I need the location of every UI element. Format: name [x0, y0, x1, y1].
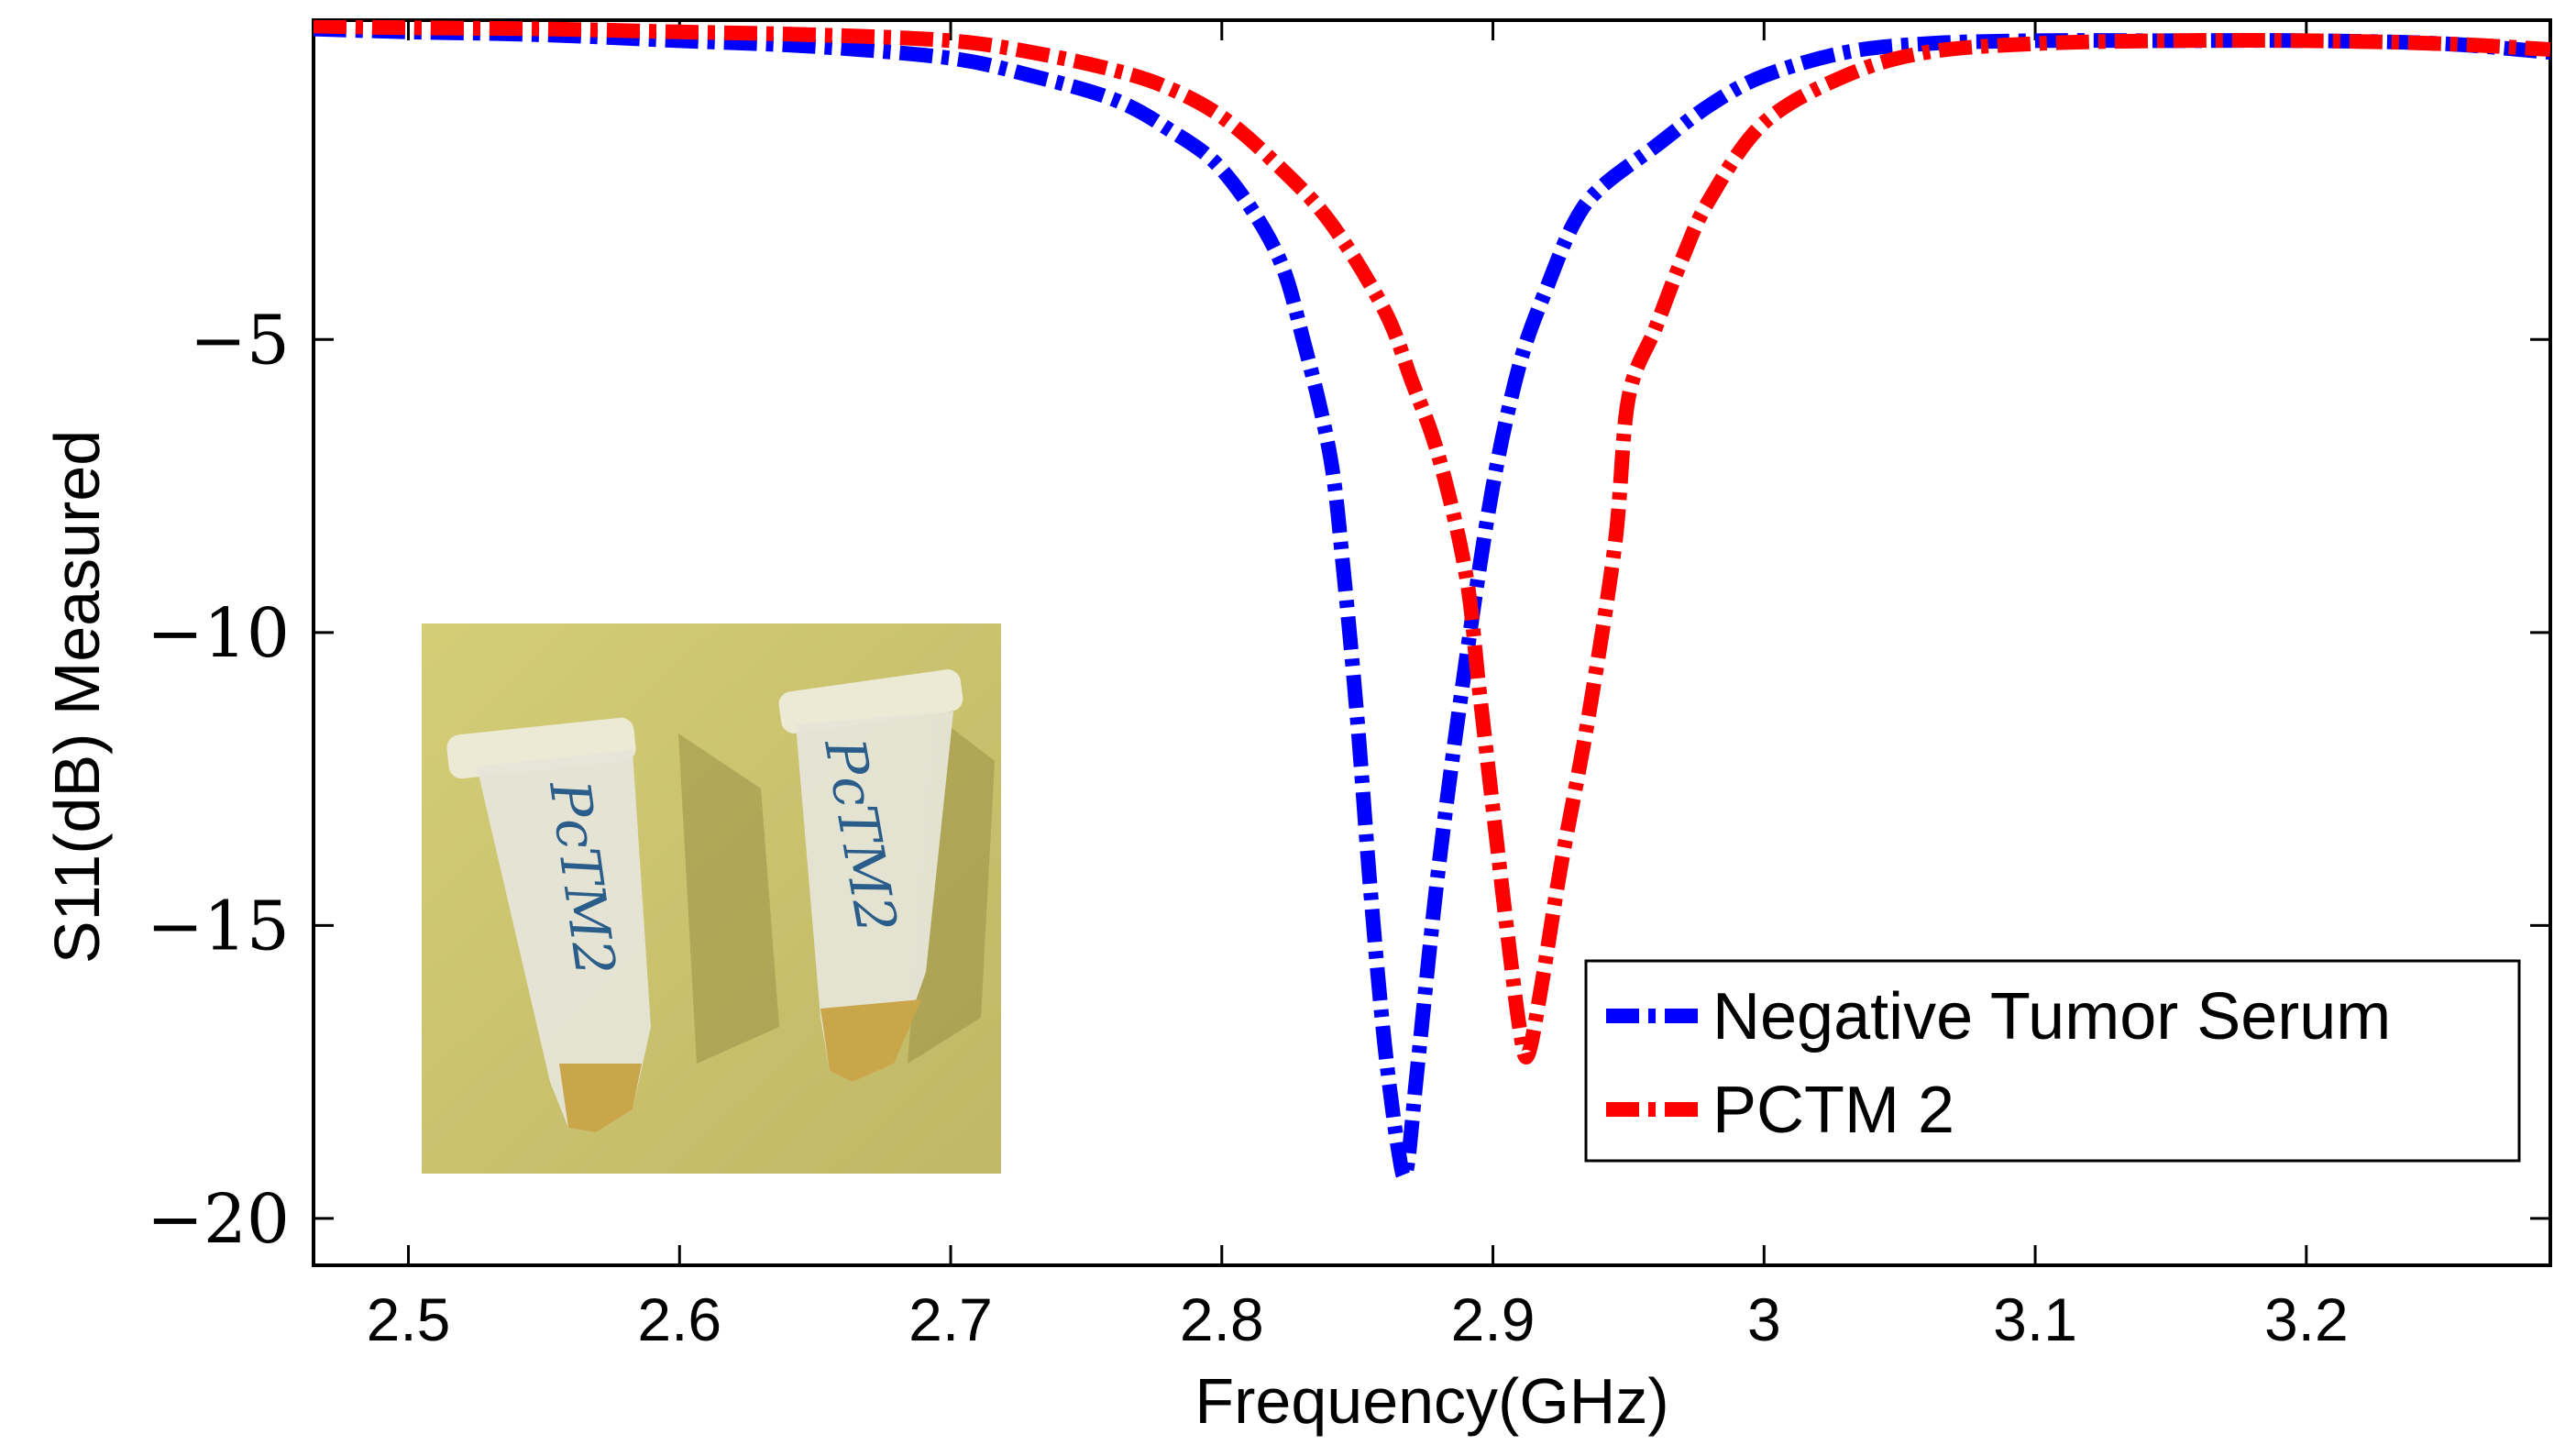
y-axis-label: S11(dB) Measured	[41, 430, 113, 964]
tube-left	[446, 717, 651, 1132]
series-line-pctm-2	[314, 20, 2550, 1064]
legend-label-negative-tumor-serum: Negative Tumor Serum	[1712, 980, 2391, 1053]
x-tick-label: 3	[1747, 1285, 1781, 1353]
axis-ticks	[314, 20, 2550, 1265]
y-tick-labels: −5 −10 −15 −20	[147, 301, 290, 1259]
x-tick-label: 2.7	[908, 1285, 993, 1353]
legend: Negative Tumor Serum PCTM 2	[1584, 959, 2521, 1163]
y-tick-label: −20	[147, 1180, 290, 1259]
series-group	[314, 20, 2550, 1184]
x-tick-labels: 2.5 2.6 2.7 2.8 2.9 3 3.1 3.2	[367, 1285, 2349, 1353]
x-tick-label: 3.1	[1993, 1285, 2077, 1353]
x-tick-label: 3.2	[2264, 1285, 2349, 1353]
y-tick-label: −15	[147, 887, 290, 965]
legend-box	[1584, 959, 2521, 1163]
x-tick-label: 2.5	[367, 1285, 451, 1353]
inset-photo: PcTM2 PcTM2	[422, 623, 1001, 1174]
x-tick-label: 2.8	[1180, 1285, 1264, 1353]
legend-label-pctm-2: PCTM 2	[1712, 1074, 1954, 1147]
y-tick-label: −5	[190, 301, 290, 380]
tube-right	[778, 669, 963, 1082]
series-line-negative-tumor-serum	[314, 21, 2550, 1184]
x-axis-label: Frequency(GHz)	[1194, 1365, 1668, 1437]
x-tick-label: 2.9	[1451, 1285, 1536, 1353]
y-tick-label: −10	[147, 594, 290, 673]
x-tick-label: 2.6	[637, 1285, 721, 1353]
